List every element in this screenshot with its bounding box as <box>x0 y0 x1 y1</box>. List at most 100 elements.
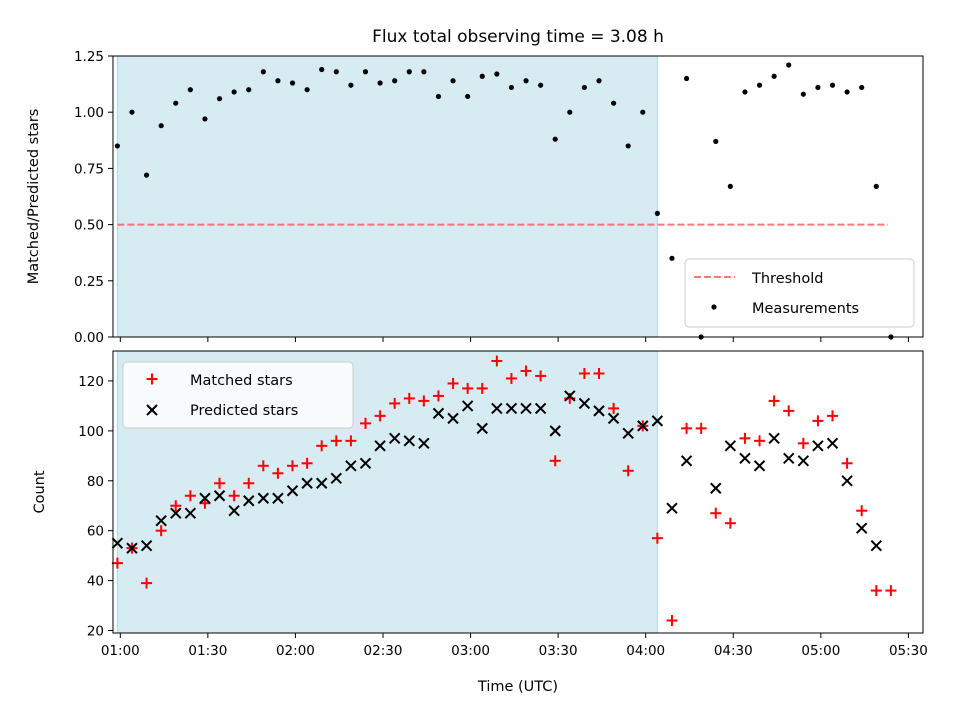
top-panel: 0.00 0.25 0.50 0.75 1.00 1.25 Flux total obse… <box>26 27 924 346</box>
measurement-point <box>786 62 792 68</box>
predicted-star-point <box>330 472 343 484</box>
measurement-point <box>333 69 339 75</box>
predicted-star-point <box>593 405 605 417</box>
cross-stroke <box>739 452 751 465</box>
cross-stroke <box>418 437 430 450</box>
matched-star-point <box>885 585 897 597</box>
cross-stroke <box>126 542 138 554</box>
y-tick-label: 0.50 <box>74 218 104 234</box>
predicted-star-point <box>753 460 766 472</box>
predicted-star-point <box>768 432 780 445</box>
predicted-star-point <box>418 437 430 450</box>
predicted-star-point <box>432 407 445 420</box>
matched-star-point <box>111 557 123 569</box>
y-tick-label: 20 <box>87 624 104 640</box>
measurement-point <box>479 73 485 79</box>
matched-star-point <box>608 402 620 414</box>
predicted-star-point <box>491 402 503 415</box>
measurement-point <box>713 138 719 145</box>
matched-star-point <box>141 577 153 589</box>
cross-stroke <box>637 420 649 432</box>
top-x-ticks <box>119 337 909 342</box>
measurement-point <box>143 172 150 178</box>
predicted-star-point <box>199 492 211 504</box>
cross-stroke <box>826 437 839 450</box>
measurement-point <box>523 78 529 84</box>
matched-star-point <box>447 377 459 389</box>
measurement-point <box>348 82 354 88</box>
cross-stroke <box>461 400 474 412</box>
measurement-point <box>610 100 617 106</box>
matched-star-point <box>374 410 386 422</box>
matched-star-point <box>593 367 605 379</box>
measurement-point <box>654 210 660 216</box>
legend-cross-marker <box>146 404 158 416</box>
y-tick-label: 0.00 <box>74 330 104 346</box>
matched-star-point <box>403 392 415 404</box>
matched-star-point <box>535 370 547 382</box>
predicted-star-point <box>111 537 124 549</box>
cross-stroke <box>505 402 518 415</box>
cross-stroke <box>388 432 401 445</box>
predicted-star-point <box>345 460 357 472</box>
bottom-legend: Matched stars Predicted stars <box>122 361 354 429</box>
measurement-point <box>129 109 135 115</box>
measurement-point <box>815 84 821 91</box>
matched-star-point <box>768 395 780 407</box>
predicted-star-point <box>213 490 226 502</box>
predicted-star-point <box>797 455 810 467</box>
measurement-points <box>114 62 894 340</box>
measurement-point <box>859 84 865 91</box>
measurement-point <box>319 66 325 73</box>
cross-stroke <box>753 460 766 472</box>
predicted-star-point <box>666 502 678 514</box>
cross-stroke <box>549 425 561 437</box>
top-legend: Threshold Measurements <box>684 258 915 328</box>
measurement-point <box>829 82 836 88</box>
predicted-star-point <box>228 505 240 517</box>
measurement-point <box>800 91 806 97</box>
predicted-star-point <box>461 400 474 412</box>
predicted-star-point <box>126 542 138 554</box>
predicted-star-point <box>374 440 386 452</box>
matched-star-point <box>666 615 678 627</box>
predicted-star-point <box>315 477 328 489</box>
predicted-star-point <box>826 437 839 450</box>
top-legend-box <box>684 258 915 328</box>
legend-matched-label: Matched stars <box>190 373 293 389</box>
predicted-star-point <box>520 402 532 415</box>
cross-stroke <box>710 482 722 494</box>
bottom-y-ticks: 20 40 60 80 100 120 <box>78 374 113 640</box>
measurement-point <box>114 143 120 149</box>
y-tick-label: 40 <box>87 574 104 590</box>
cross-stroke <box>184 507 197 519</box>
matched-star-point <box>622 465 634 477</box>
count-points <box>111 355 897 627</box>
cross-stroke <box>666 502 678 514</box>
measurement-point <box>538 82 544 88</box>
legend-predicted-swatch <box>146 404 158 416</box>
cross-stroke <box>768 432 780 445</box>
predicted-star-point <box>564 390 576 402</box>
predicted-star-point <box>870 539 883 552</box>
measurement-point <box>742 89 748 95</box>
bottom-y-axis-label: Count <box>32 470 48 513</box>
cross-stroke <box>797 455 810 467</box>
cross-stroke <box>622 427 634 440</box>
x-tick-label: 01:30 <box>188 643 227 659</box>
y-tick-label: 60 <box>87 524 104 540</box>
y-tick-label: 0.25 <box>74 274 104 290</box>
matched-star-point <box>287 460 299 472</box>
cross-stroke <box>345 460 357 472</box>
matched-star-point <box>856 505 868 517</box>
cross-stroke <box>783 452 795 465</box>
matched-star-point <box>695 422 707 434</box>
x-tick-label: 02:30 <box>364 643 403 659</box>
cross-stroke <box>111 537 124 549</box>
matched-star-point <box>520 365 532 377</box>
measurement-point <box>683 75 690 82</box>
matched-star-point <box>549 455 561 467</box>
matched-star-point <box>841 457 853 469</box>
cross-stroke <box>432 407 445 420</box>
legend-threshold-label: Threshold <box>751 271 823 287</box>
